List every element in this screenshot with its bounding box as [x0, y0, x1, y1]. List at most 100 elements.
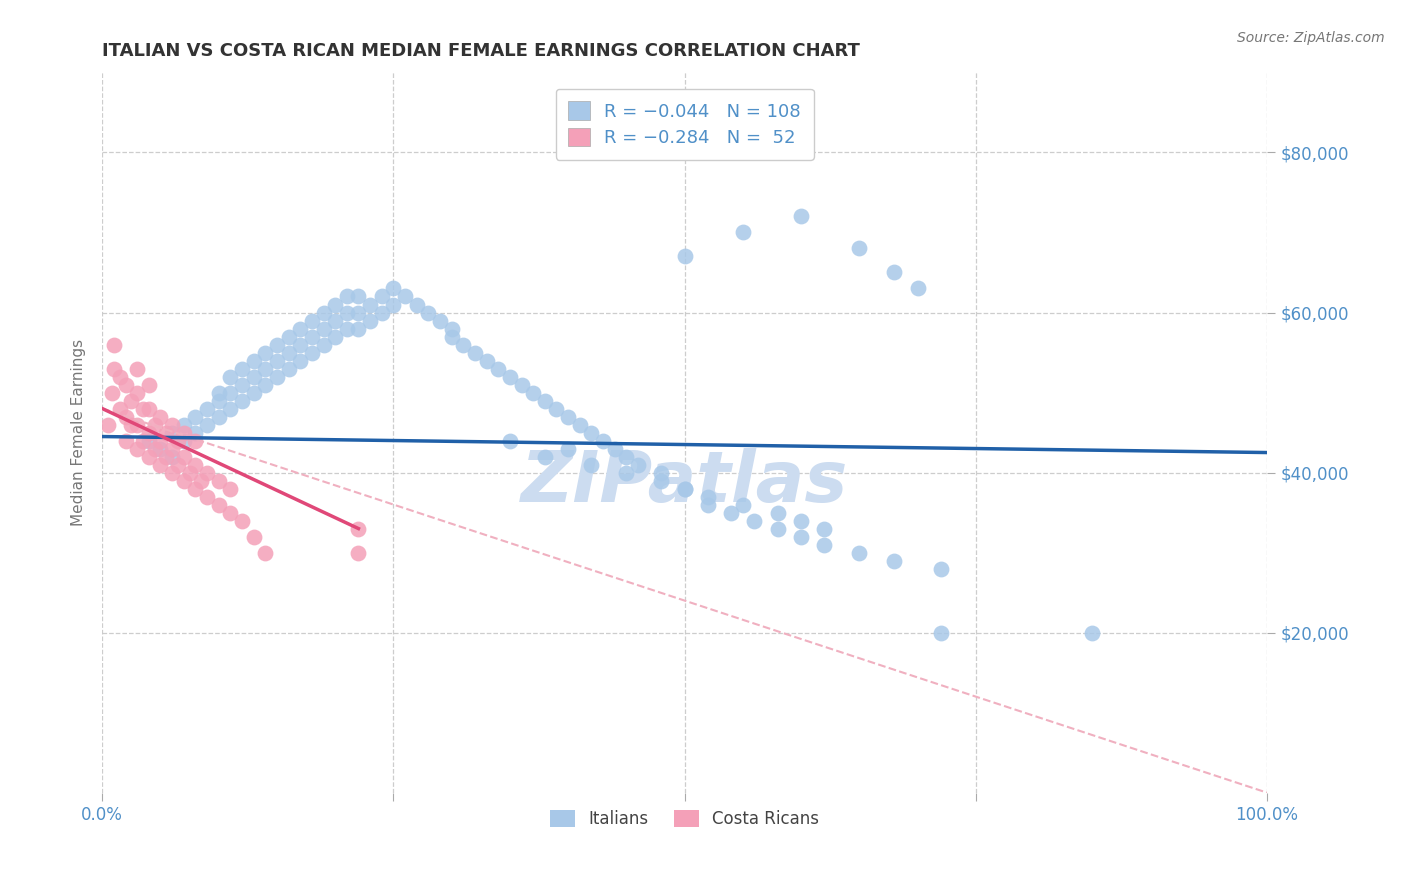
Point: [277, 361, 299, 376]
Point: [143, 442, 166, 456]
Point: [254, 361, 277, 376]
Point: [266, 353, 288, 368]
Point: [673, 250, 696, 264]
Point: [138, 425, 160, 440]
Point: [160, 466, 183, 480]
Point: [720, 506, 742, 520]
Point: [277, 329, 299, 343]
Point: [138, 377, 160, 392]
Point: [813, 538, 835, 552]
Point: [167, 434, 190, 448]
Point: [522, 385, 544, 400]
Point: [744, 514, 766, 528]
Point: [208, 385, 231, 400]
Point: [766, 506, 789, 520]
Point: [190, 474, 212, 488]
Point: [510, 377, 533, 392]
Point: [883, 265, 905, 279]
Point: [219, 506, 242, 520]
Point: [127, 385, 149, 400]
Point: [208, 498, 231, 512]
Point: [231, 514, 253, 528]
Point: [254, 345, 277, 359]
Point: [883, 553, 905, 567]
Point: [405, 297, 427, 311]
Point: [290, 321, 312, 335]
Y-axis label: Median Female Earnings: Median Female Earnings: [72, 339, 86, 526]
Point: [231, 361, 253, 376]
Point: [138, 450, 160, 464]
Point: [546, 401, 568, 416]
Point: [254, 377, 277, 392]
Point: [359, 297, 381, 311]
Point: [266, 369, 288, 384]
Point: [127, 361, 149, 376]
Point: [336, 289, 359, 303]
Point: [440, 321, 463, 335]
Point: [475, 353, 498, 368]
Point: [184, 409, 207, 424]
Point: [290, 337, 312, 351]
Point: [208, 409, 231, 424]
Point: [132, 401, 155, 416]
Point: [114, 409, 136, 424]
Point: [312, 337, 335, 351]
Point: [557, 409, 579, 424]
Point: [347, 321, 370, 335]
Point: [167, 458, 190, 472]
Text: ITALIAN VS COSTA RICAN MEDIAN FEMALE EARNINGS CORRELATION CHART: ITALIAN VS COSTA RICAN MEDIAN FEMALE EAR…: [103, 42, 860, 60]
Point: [603, 442, 626, 456]
Point: [100, 385, 122, 400]
Point: [160, 450, 183, 464]
Point: [614, 466, 637, 480]
Point: [347, 545, 370, 559]
Point: [371, 289, 394, 303]
Point: [1081, 625, 1104, 640]
Point: [347, 289, 370, 303]
Point: [114, 434, 136, 448]
Point: [114, 377, 136, 392]
Point: [108, 369, 131, 384]
Point: [155, 425, 177, 440]
Point: [195, 466, 218, 480]
Point: [103, 337, 125, 351]
Point: [382, 281, 405, 295]
Point: [160, 417, 183, 432]
Point: [173, 450, 195, 464]
Point: [143, 417, 166, 432]
Point: [627, 458, 650, 472]
Point: [242, 353, 264, 368]
Point: [184, 434, 207, 448]
Point: [323, 329, 346, 343]
Point: [242, 369, 264, 384]
Point: [614, 450, 637, 464]
Point: [592, 434, 614, 448]
Point: [277, 345, 299, 359]
Point: [149, 409, 172, 424]
Point: [149, 458, 172, 472]
Point: [347, 522, 370, 536]
Point: [813, 522, 835, 536]
Point: [486, 361, 509, 376]
Point: [534, 393, 557, 408]
Point: [696, 498, 718, 512]
Point: [254, 545, 277, 559]
Point: [464, 345, 486, 359]
Point: [312, 305, 335, 319]
Point: [160, 442, 183, 456]
Point: [195, 417, 218, 432]
Point: [231, 393, 253, 408]
Point: [581, 425, 603, 440]
Point: [731, 498, 754, 512]
Point: [371, 305, 394, 319]
Point: [208, 474, 231, 488]
Point: [242, 530, 264, 544]
Point: [108, 401, 131, 416]
Point: [138, 434, 160, 448]
Point: [97, 417, 120, 432]
Point: [173, 417, 195, 432]
Legend: Italians, Costa Ricans: Italians, Costa Ricans: [544, 803, 825, 835]
Point: [301, 345, 323, 359]
Point: [453, 337, 475, 351]
Point: [132, 434, 155, 448]
